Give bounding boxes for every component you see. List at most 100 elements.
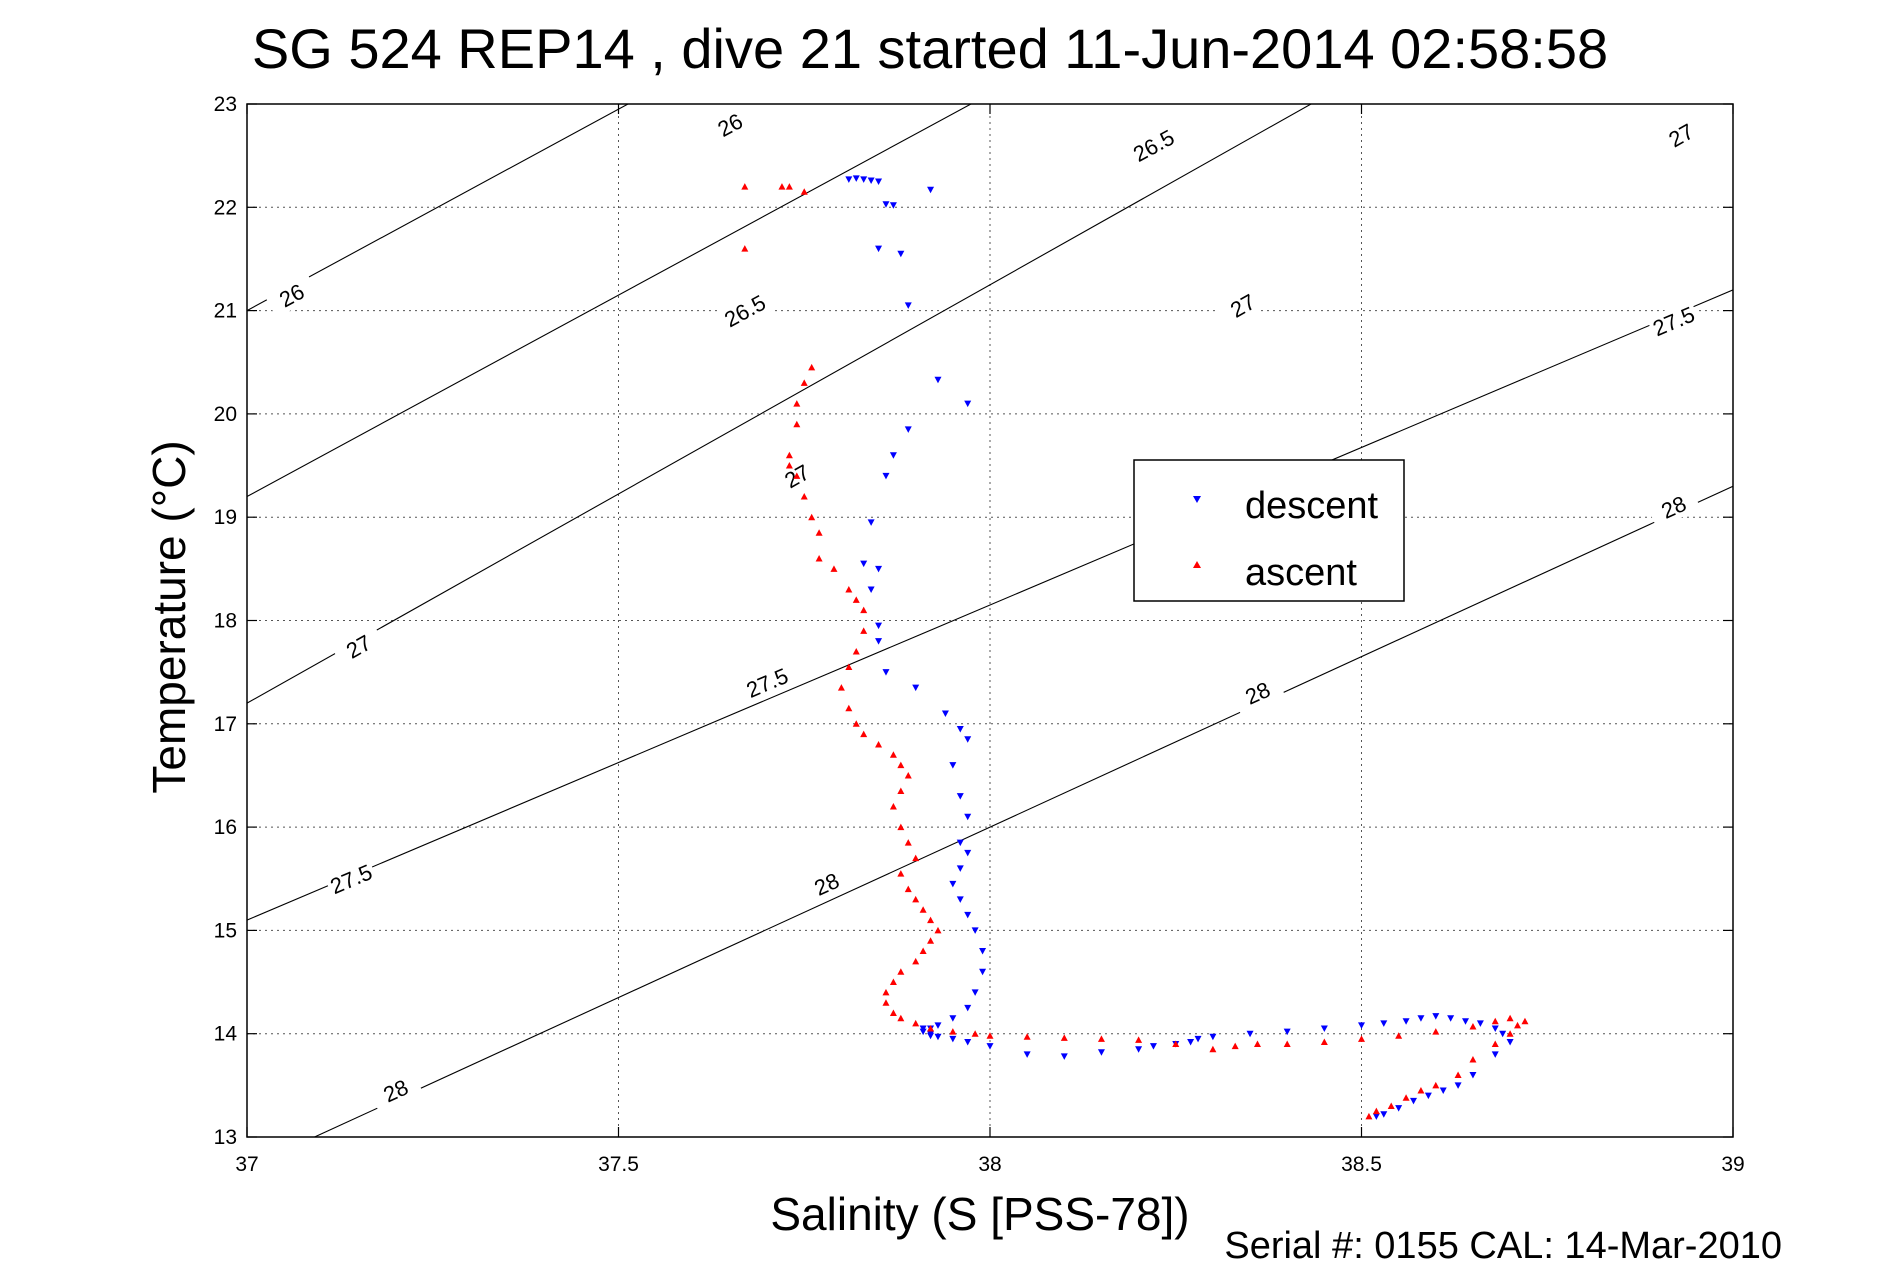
ascent-point bbox=[1358, 1035, 1365, 1042]
descent-point bbox=[919, 1028, 927, 1036]
legend: descent ascent bbox=[1133, 459, 1405, 602]
ascent-point bbox=[912, 957, 920, 965]
ascent-point bbox=[800, 379, 808, 386]
descent-point bbox=[889, 202, 897, 209]
ascent-point bbox=[1432, 1081, 1440, 1089]
axis-ticks: 37 37.5 38 38.5 39 13 14 15 16 17 18 19 20 21 22 23 bbox=[214, 93, 1745, 1176]
ascent-point bbox=[1283, 1040, 1291, 1048]
ascent-point bbox=[882, 988, 890, 996]
descent-point bbox=[1439, 1087, 1447, 1095]
ascent-point bbox=[741, 245, 749, 252]
ascent-point bbox=[986, 1032, 994, 1039]
descent-point bbox=[986, 1043, 994, 1050]
ascent-point bbox=[912, 854, 920, 862]
descent-point bbox=[1380, 1111, 1388, 1118]
descent-point bbox=[1060, 1053, 1068, 1060]
descent-point bbox=[1424, 1092, 1432, 1100]
y-tick-label: 13 bbox=[214, 1126, 237, 1149]
descent-point bbox=[949, 1015, 957, 1022]
contour-label-mask bbox=[1215, 282, 1270, 329]
contour-label-mask bbox=[717, 287, 773, 334]
contour-label-mask bbox=[739, 661, 795, 704]
descent-point bbox=[979, 948, 987, 955]
ascent-point bbox=[897, 968, 905, 975]
descent-point bbox=[956, 865, 964, 872]
contour-label-mask bbox=[799, 862, 854, 906]
ascent-point bbox=[1135, 1036, 1143, 1043]
contour-label-mask bbox=[264, 272, 319, 318]
descent-point bbox=[1491, 1025, 1499, 1033]
legend-marker-descent bbox=[1193, 496, 1201, 503]
descent-point bbox=[1462, 1018, 1470, 1025]
ascent-point bbox=[1365, 1112, 1373, 1120]
y-tick-label: 20 bbox=[214, 403, 237, 426]
ascent-point bbox=[875, 740, 883, 748]
descent-point bbox=[875, 245, 883, 253]
ascent-point bbox=[897, 787, 905, 794]
legend-marker-ascent bbox=[1193, 561, 1201, 568]
ascent-point bbox=[860, 606, 868, 614]
descent-point bbox=[927, 1032, 935, 1040]
descent-point bbox=[875, 622, 883, 630]
descent-point bbox=[882, 201, 890, 208]
contour-label-mask bbox=[1230, 670, 1285, 715]
ascent-point bbox=[897, 1014, 905, 1022]
ascent-point bbox=[889, 1009, 897, 1017]
ascent-point bbox=[919, 947, 927, 955]
x-tick-label: 38.5 bbox=[1341, 1153, 1382, 1176]
descent-point bbox=[1410, 1097, 1418, 1105]
descent-point bbox=[971, 989, 979, 996]
descent-point bbox=[956, 896, 964, 903]
x-tick-label: 39 bbox=[1721, 1153, 1744, 1176]
data-series bbox=[741, 175, 1529, 1120]
ascent-point bbox=[1320, 1038, 1328, 1045]
descent-point bbox=[904, 302, 912, 309]
descent-point bbox=[904, 426, 912, 433]
descent-point bbox=[956, 793, 964, 800]
density-contour-26.5 bbox=[247, 104, 973, 498]
density-contours bbox=[247, 104, 1733, 1137]
descent-point bbox=[971, 927, 979, 934]
ascent-point bbox=[889, 751, 897, 758]
ascent-point bbox=[1469, 1056, 1477, 1063]
plot-area: 262626.526.52727272727.527.527.528282828… bbox=[214, 93, 1745, 1176]
descent-point bbox=[845, 176, 853, 183]
descent-point bbox=[1380, 1020, 1388, 1027]
descent-point bbox=[1402, 1018, 1410, 1025]
descent-point bbox=[934, 376, 942, 384]
y-tick-label: 19 bbox=[214, 506, 237, 529]
ascent-point bbox=[1491, 1040, 1499, 1048]
ascent-point bbox=[1506, 1014, 1514, 1022]
descent-point bbox=[1395, 1105, 1403, 1112]
ascent-point bbox=[912, 895, 920, 903]
descent-point bbox=[875, 565, 883, 573]
ascent-point bbox=[852, 596, 860, 603]
y-axis-label: Temperature (°C) bbox=[143, 440, 195, 793]
descent-point bbox=[1194, 1035, 1202, 1043]
descent-point bbox=[1283, 1028, 1291, 1036]
descent-point bbox=[1358, 1022, 1365, 1029]
descent-point bbox=[889, 452, 897, 459]
ascent-point bbox=[1506, 1030, 1514, 1037]
y-tick-label: 15 bbox=[214, 919, 237, 942]
ascent-point bbox=[860, 627, 868, 634]
ascent-point bbox=[1253, 1040, 1261, 1048]
descent-point bbox=[1469, 1072, 1477, 1079]
descent-point bbox=[964, 1004, 972, 1012]
contour-label-mask bbox=[323, 857, 379, 901]
x-tick-label: 37.5 bbox=[598, 1153, 639, 1176]
contour-label-mask bbox=[331, 623, 386, 670]
ascent-point bbox=[1514, 1021, 1522, 1029]
descent-point bbox=[964, 911, 972, 919]
ascent-point bbox=[852, 720, 860, 727]
ascent-point bbox=[897, 761, 905, 769]
serial-cal-footer: Serial #: 0155 CAL: 14-Mar-2010 bbox=[1224, 1225, 1782, 1262]
ascent-point bbox=[1395, 1032, 1403, 1039]
descent-point bbox=[1320, 1025, 1328, 1033]
y-tick-label: 21 bbox=[214, 300, 237, 323]
descent-point bbox=[949, 880, 957, 888]
ascent-point bbox=[815, 555, 823, 562]
ascent-point bbox=[904, 771, 912, 779]
ascent-point bbox=[1231, 1042, 1239, 1050]
